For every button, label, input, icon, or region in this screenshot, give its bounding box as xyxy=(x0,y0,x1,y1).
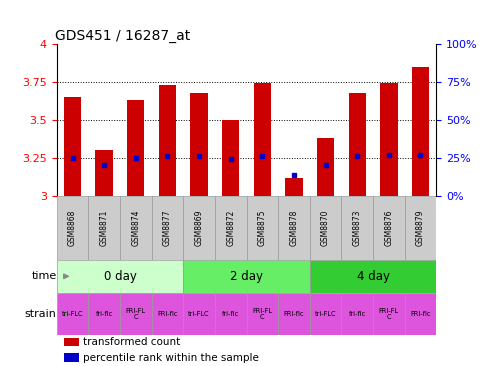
Text: FRI-FL
C: FRI-FL C xyxy=(126,307,146,320)
Bar xyxy=(127,100,144,196)
Text: GSM8870: GSM8870 xyxy=(321,210,330,246)
Bar xyxy=(190,93,208,196)
Bar xyxy=(373,196,405,260)
Bar xyxy=(349,93,366,196)
Bar xyxy=(405,293,436,335)
Text: tri-FLC: tri-FLC xyxy=(62,311,83,317)
Text: FRI-FL
C: FRI-FL C xyxy=(252,307,272,320)
Bar xyxy=(183,293,215,335)
Bar xyxy=(253,83,271,196)
Text: FRI-FL
C: FRI-FL C xyxy=(379,307,399,320)
Bar xyxy=(88,293,120,335)
Bar xyxy=(380,83,397,196)
Text: GSM8876: GSM8876 xyxy=(385,210,393,246)
Bar xyxy=(373,293,405,335)
Text: GSM8874: GSM8874 xyxy=(131,210,141,246)
Text: fri-flc: fri-flc xyxy=(96,311,113,317)
Bar xyxy=(278,293,310,335)
Bar xyxy=(310,196,341,260)
Text: FRI-flc: FRI-flc xyxy=(410,311,431,317)
Bar xyxy=(246,293,278,335)
Text: transformed count: transformed count xyxy=(83,337,180,347)
Bar xyxy=(341,196,373,260)
Bar xyxy=(152,196,183,260)
Text: GSM8877: GSM8877 xyxy=(163,210,172,246)
Text: GDS451 / 16287_at: GDS451 / 16287_at xyxy=(55,29,190,43)
Bar xyxy=(310,260,436,293)
Bar xyxy=(64,353,79,362)
Bar xyxy=(183,196,215,260)
Text: fri-flc: fri-flc xyxy=(222,311,239,317)
Bar xyxy=(222,120,240,196)
Text: fri-flc: fri-flc xyxy=(349,311,366,317)
Bar xyxy=(152,293,183,335)
Bar xyxy=(96,150,113,196)
Bar xyxy=(57,260,183,293)
Bar xyxy=(120,196,152,260)
Bar xyxy=(246,196,278,260)
Text: GSM8868: GSM8868 xyxy=(68,210,77,246)
Text: GSM8873: GSM8873 xyxy=(352,210,362,246)
Text: 0 day: 0 day xyxy=(104,270,137,283)
Text: tri-FLC: tri-FLC xyxy=(188,311,210,317)
Bar xyxy=(412,67,429,196)
Bar xyxy=(310,293,341,335)
Bar xyxy=(341,293,373,335)
Bar xyxy=(278,196,310,260)
Text: GSM8872: GSM8872 xyxy=(226,210,235,246)
Bar xyxy=(215,293,246,335)
Text: tri-FLC: tri-FLC xyxy=(315,311,336,317)
Bar xyxy=(88,196,120,260)
Bar xyxy=(215,196,246,260)
Text: 4 day: 4 day xyxy=(356,270,389,283)
Bar xyxy=(159,85,176,196)
Text: GSM8869: GSM8869 xyxy=(195,210,204,246)
Text: FRI-flc: FRI-flc xyxy=(283,311,304,317)
Bar xyxy=(405,196,436,260)
Text: strain: strain xyxy=(25,309,57,319)
Text: time: time xyxy=(32,271,57,281)
Bar xyxy=(317,138,334,196)
Text: GSM8871: GSM8871 xyxy=(100,210,108,246)
Bar xyxy=(64,97,81,196)
Text: percentile rank within the sample: percentile rank within the sample xyxy=(83,352,259,363)
Bar xyxy=(285,178,303,196)
Bar xyxy=(120,293,152,335)
Text: GSM8878: GSM8878 xyxy=(289,210,298,246)
Text: GSM8875: GSM8875 xyxy=(258,210,267,246)
Text: FRI-flc: FRI-flc xyxy=(157,311,177,317)
Bar xyxy=(57,196,88,260)
Bar xyxy=(183,260,310,293)
Bar xyxy=(57,293,88,335)
Bar xyxy=(64,338,79,346)
Text: GSM8879: GSM8879 xyxy=(416,210,425,246)
Text: 2 day: 2 day xyxy=(230,270,263,283)
